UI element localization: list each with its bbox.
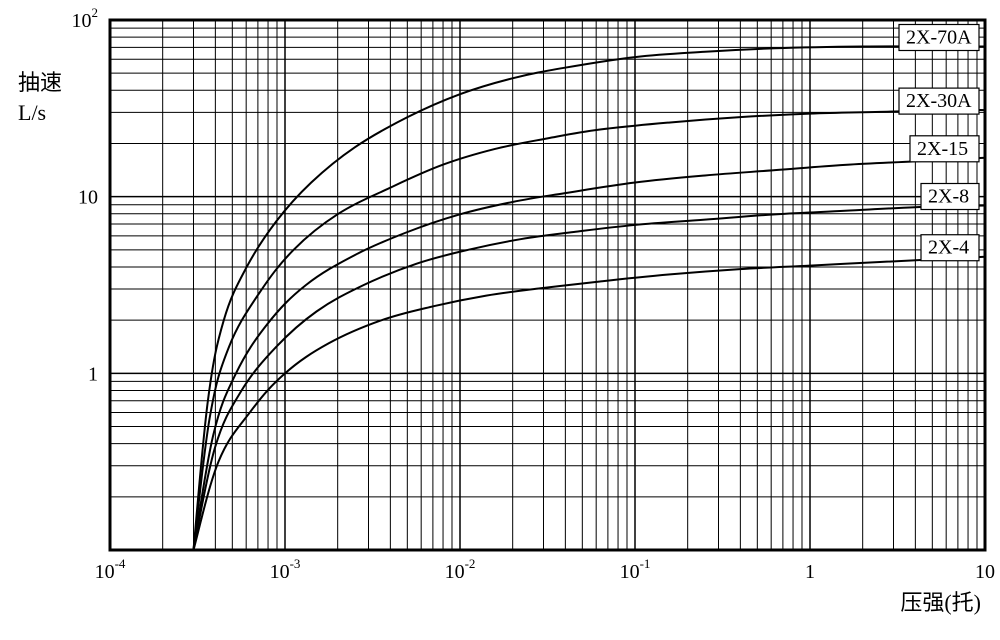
x-tick--3: 10-3 xyxy=(270,556,301,583)
curve-2X-8 xyxy=(193,206,985,551)
y-axis-label-1: 抽速 xyxy=(18,70,62,95)
x-tick-1: 10 xyxy=(975,561,995,583)
y-tick-0: 1 xyxy=(88,363,98,385)
series-label-2X-70A: 2X-70A xyxy=(906,27,972,49)
curve-2X-4 xyxy=(193,257,985,550)
x-tick--2: 10-2 xyxy=(445,556,476,583)
series-label-2X-15: 2X-15 xyxy=(917,138,968,160)
x-tick--4: 10-4 xyxy=(95,556,126,583)
curve-2X-70A xyxy=(193,46,985,550)
y-tick-1: 10 xyxy=(78,187,98,209)
chart-svg: 2X-70A 2X-30A 2X-15 2X-8 2X-4 1 10 102 抽速 L/s 10-4… xyxy=(0,0,1000,640)
x-tick--1: 10-1 xyxy=(620,556,651,583)
series-label-2X-4: 2X-4 xyxy=(928,237,969,259)
x-axis-label: 压强(托) xyxy=(900,590,981,615)
curve-2X-30A xyxy=(193,110,985,550)
y-axis-label-2: L/s xyxy=(18,100,46,125)
series-label-2X-8: 2X-8 xyxy=(928,186,969,208)
pumping-speed-chart: 2X-70A 2X-30A 2X-15 2X-8 2X-4 1 10 102 抽速 L/s 10-4… xyxy=(0,0,1000,640)
series-label-2X-30A: 2X-30A xyxy=(906,90,972,112)
x-tick-0: 1 xyxy=(805,561,815,583)
y-tick-2: 102 xyxy=(72,5,99,32)
